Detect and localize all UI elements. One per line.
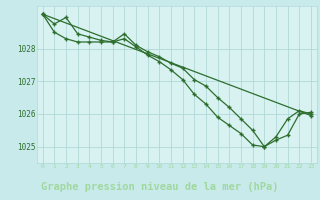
Text: Graphe pression niveau de la mer (hPa): Graphe pression niveau de la mer (hPa) xyxy=(41,182,279,192)
